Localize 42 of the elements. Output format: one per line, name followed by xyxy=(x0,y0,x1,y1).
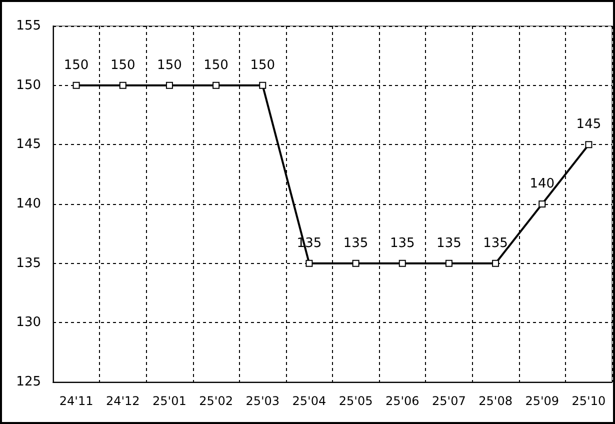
y-tick-label: 140 xyxy=(16,196,41,212)
x-tick-label: 25'03 xyxy=(246,394,280,408)
data-label: 150 xyxy=(110,58,136,73)
x-tick-label: 25'08 xyxy=(478,394,512,408)
point xyxy=(445,260,452,267)
point xyxy=(398,260,406,267)
data-label: 135 xyxy=(436,236,462,251)
data-label: 145 xyxy=(576,117,602,132)
x-tick-label: 25'07 xyxy=(432,394,466,408)
data-label: 135 xyxy=(390,236,415,251)
data-label: 150 xyxy=(64,58,89,73)
x-tick-label: 25'04 xyxy=(292,394,326,408)
x-tick-label: 25'06 xyxy=(385,394,420,408)
x-tick-label: 25'09 xyxy=(525,394,560,408)
x-tick-label: 25'01 xyxy=(152,394,186,408)
point xyxy=(212,82,220,89)
point xyxy=(72,82,80,89)
data-label: 140 xyxy=(530,176,555,192)
data-label: 150 xyxy=(204,58,228,73)
x-tick-label: 25'02 xyxy=(199,394,233,408)
x-tick-label: 24'11 xyxy=(59,394,94,408)
y-tick-label: 145 xyxy=(16,137,41,152)
x-tick-label: 25'05 xyxy=(338,394,373,408)
y-tick-label: 130 xyxy=(16,315,41,330)
data-label: 150 xyxy=(157,58,182,73)
y-tick-label: 150 xyxy=(16,78,41,93)
point xyxy=(585,141,592,148)
data-label: 135 xyxy=(483,236,508,251)
point xyxy=(538,200,546,208)
point xyxy=(492,260,500,267)
point xyxy=(306,260,313,267)
x-tick-label: 24'12 xyxy=(106,394,140,408)
point xyxy=(166,82,173,89)
data-label: 150 xyxy=(250,58,276,73)
y-tick-label: 125 xyxy=(16,374,41,390)
x-tick-label: 25'10 xyxy=(572,394,606,408)
point xyxy=(352,260,360,267)
point xyxy=(259,82,266,89)
point xyxy=(119,82,126,89)
data-label: 135 xyxy=(343,236,368,251)
y-tick-label: 135 xyxy=(16,256,41,271)
y-tick-label: 155 xyxy=(16,18,41,34)
